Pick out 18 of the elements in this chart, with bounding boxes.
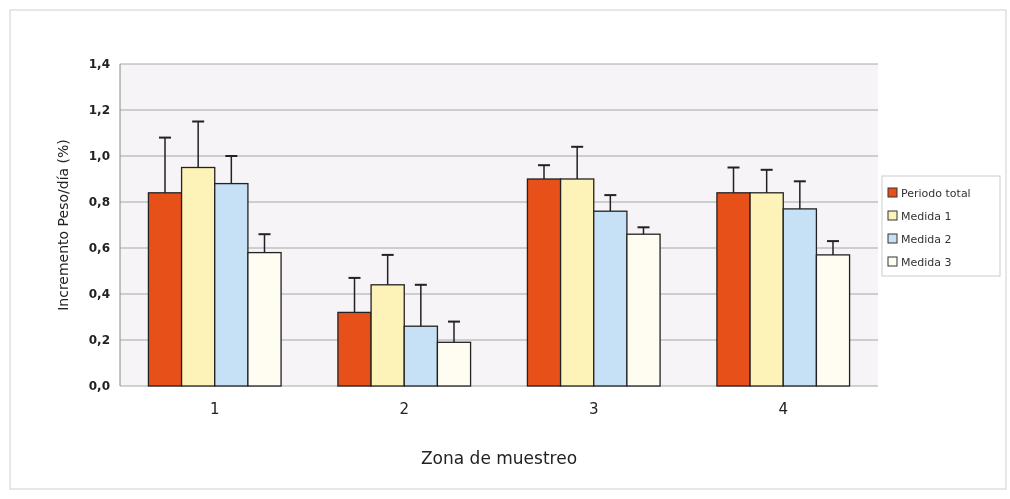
y-tick-label: 0,0	[88, 379, 110, 394]
y-tick-label: 0,8	[88, 195, 110, 210]
y-tick-label: 0,2	[88, 333, 110, 348]
legend-label: Periodo total	[901, 186, 971, 200]
x-tick-label: 4	[778, 400, 789, 418]
legend-label: Medida 1	[901, 209, 952, 223]
y-tick-label: 1,4	[88, 57, 110, 72]
legend-label: Medida 2	[901, 232, 952, 246]
x-tick-label: 3	[588, 400, 599, 418]
y-tick-label: 1,2	[88, 103, 110, 118]
x-tick-label: 2	[399, 400, 410, 418]
x-tick-label: 1	[209, 400, 220, 418]
y-tick-label: 0,6	[88, 241, 110, 256]
y-axis-title: Incremento Peso/día (%)	[55, 139, 71, 311]
y-tick-label: 0,4	[88, 287, 110, 302]
text: Medida 3	[901, 255, 952, 269]
x-axis-title: Zona de muestreo	[420, 448, 578, 468]
y-tick-label: 1,0	[88, 149, 110, 164]
